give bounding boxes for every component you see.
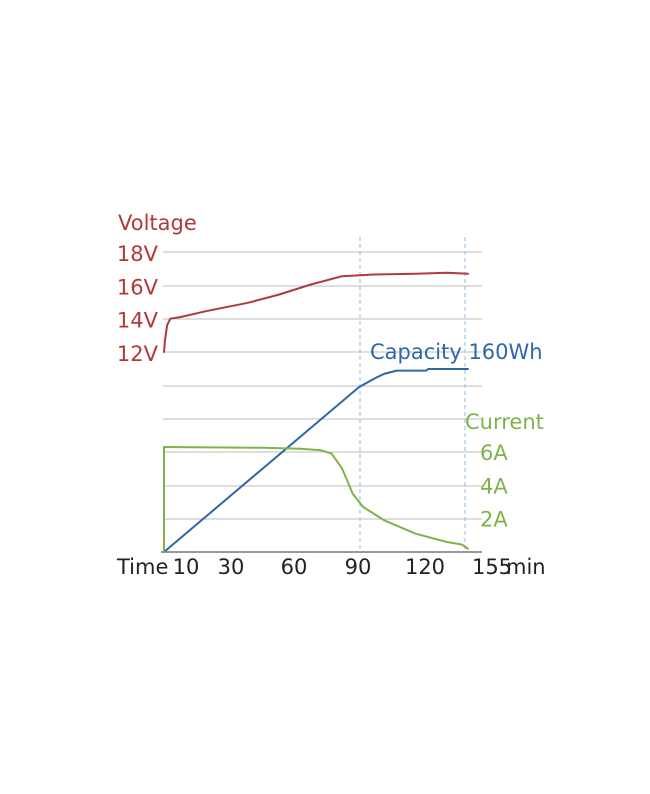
current-tick-label: 2A: [480, 508, 508, 532]
capacity-label: Capacity 160Wh: [370, 340, 543, 364]
time-tick-label: 155: [472, 555, 512, 579]
current-axis-title: Current: [465, 410, 544, 434]
current-tick-labels: 2A 4A 6A: [480, 441, 508, 532]
voltage-tick-labels: 12V 14V 16V 18V: [117, 242, 159, 366]
voltage-tick-label: 16V: [117, 275, 159, 299]
current-tick-label: 4A: [480, 474, 508, 498]
time-tick-label: 60: [281, 555, 308, 579]
voltage-tick-label: 18V: [117, 242, 159, 266]
time-unit-label: min: [506, 555, 546, 579]
voltage-tick-label: 12V: [117, 342, 159, 366]
time-tick-label: 120: [405, 555, 445, 579]
grid: [161, 237, 482, 553]
current-tick-label: 6A: [480, 441, 508, 465]
series-line-capacity: [163, 368, 469, 553]
time-tick-label: 30: [218, 555, 245, 579]
series-layer: [163, 271, 469, 553]
time-axis-title: Time: [116, 555, 168, 579]
voltage-tick-label: 14V: [117, 309, 159, 333]
voltage-axis-title: Voltage: [118, 211, 197, 235]
series-line-voltage: [163, 271, 469, 353]
time-tick-label: 10: [173, 555, 200, 579]
series-line-current: [163, 446, 469, 553]
time-tick-label: 90: [345, 555, 372, 579]
